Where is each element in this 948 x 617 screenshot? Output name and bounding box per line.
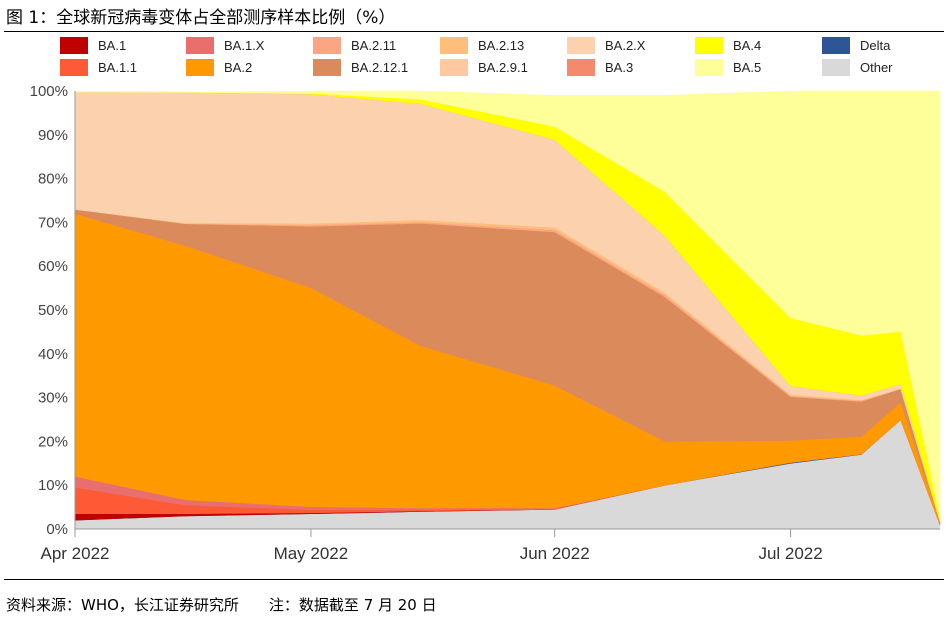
legend-label-ba-1-x: BA.1.X — [224, 38, 265, 53]
legend-swatch-ba-3 — [567, 59, 595, 76]
axes: 0% 10% 20% 30% 40% 50% 60% 70% 80% 90% 100% Apr 202… — [30, 83, 940, 563]
x-tick-label: May 2022 — [274, 544, 349, 563]
x-tick-label: Jul 2022 — [758, 544, 822, 563]
legend-swatch-ba-2-12-1 — [313, 59, 341, 76]
legend-swatch-ba-5 — [695, 59, 723, 76]
y-tick-label: 80% — [38, 171, 68, 188]
legend-swatch-ba-2-9-1 — [440, 59, 468, 76]
legend-swatch-ba-2-11 — [313, 37, 341, 54]
legend-label-ba-1: BA.1 — [98, 38, 126, 53]
y-tick-label: 70% — [38, 214, 68, 231]
y-tick-label: 10% — [38, 477, 68, 494]
legend-label-ba-1-1: BA.1.1 — [98, 60, 137, 75]
source-note: 资料来源：WHO，长江证券研究所 注：数据截至 7 月 20 日 — [6, 596, 437, 614]
y-tick-label: 50% — [38, 302, 68, 319]
y-tick-label: 100% — [30, 83, 68, 100]
y-tick-label: 30% — [38, 390, 68, 407]
legend-label-ba-2-x: BA.2.X — [605, 38, 646, 53]
legend-swatch-ba-1-1 — [60, 59, 88, 76]
legend-swatch-ba-1 — [60, 37, 88, 54]
y-tick-label: 20% — [38, 433, 68, 450]
legend-swatch-other — [822, 59, 850, 76]
legend-label-ba-5: BA.5 — [733, 60, 761, 75]
legend-swatch-ba-2 — [186, 59, 214, 76]
legend-swatch-delta — [822, 37, 850, 54]
x-tick-label: Jun 2022 — [520, 544, 590, 563]
y-tick-label: 60% — [38, 258, 68, 275]
plot-area — [74, 90, 941, 530]
legend-swatch-ba-2-13 — [440, 37, 468, 54]
legend-label-delta: Delta — [860, 38, 891, 53]
area-ba-5 — [74, 90, 941, 517]
legend-label-ba-2: BA.2 — [224, 60, 252, 75]
legend-label-ba-2-11: BA.2.11 — [351, 38, 396, 53]
x-tick-label: Apr 2022 — [41, 544, 110, 563]
y-tick-label: 0% — [46, 521, 68, 538]
legend-label-other: Other — [860, 60, 893, 75]
top-rule — [4, 31, 944, 32]
y-tick-label: 90% — [38, 127, 68, 144]
legend-swatch-ba-4 — [695, 37, 723, 54]
stacked-area-chart: BA.1 BA.1.X BA.2.11 BA.2.13 BA.2.X BA.4 Delta B… — [30, 37, 941, 563]
chart-title: 图 1：全球新冠病毒变体占全部测序样本比例（%） — [6, 8, 396, 28]
legend: BA.1 BA.1.X BA.2.11 BA.2.13 BA.2.X BA.4 Delta B… — [60, 37, 893, 76]
y-tick-label: 40% — [38, 346, 68, 363]
legend-label-ba-2-13: BA.2.13 — [478, 38, 524, 53]
legend-swatch-ba-1-x — [186, 37, 214, 54]
legend-label-ba-4: BA.4 — [733, 38, 761, 53]
legend-label-ba-2-12-1: BA.2.12.1 — [351, 60, 408, 75]
legend-swatch-ba-2-x — [567, 37, 595, 54]
legend-label-ba-3: BA.3 — [605, 60, 633, 75]
bottom-rule — [4, 579, 944, 580]
legend-label-ba-2-9-1: BA.2.9.1 — [478, 60, 528, 75]
